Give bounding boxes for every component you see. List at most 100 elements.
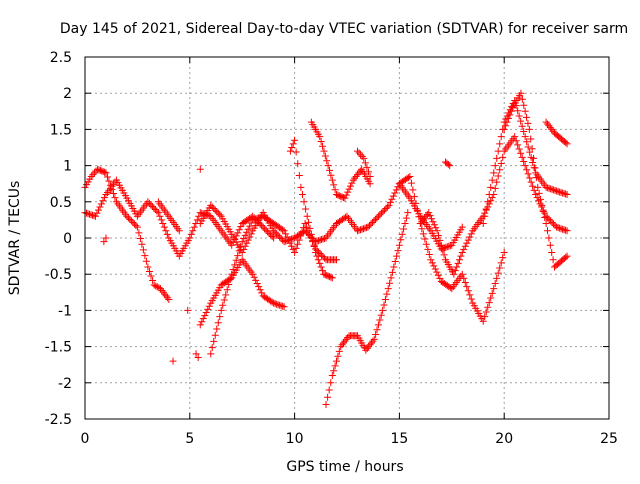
data-point <box>267 231 275 239</box>
data-point <box>550 220 558 228</box>
data-point <box>208 203 216 211</box>
chart-title: Day 145 of 2021, Sidereal Day-to-day VTE… <box>60 21 628 37</box>
data-point <box>229 266 237 274</box>
data-point <box>359 225 367 233</box>
data-point <box>557 225 565 233</box>
y-axis-label: SDTVAR / TECUs <box>7 181 23 296</box>
data-point <box>138 240 146 248</box>
data-point <box>467 230 475 238</box>
data-point <box>99 197 107 205</box>
data-point <box>333 256 341 264</box>
data-point <box>380 206 388 214</box>
x-axis-label: GPS time / hours <box>286 459 403 475</box>
data-point <box>204 305 212 313</box>
data-point <box>97 200 105 208</box>
data-point <box>523 138 531 146</box>
data-point <box>297 232 305 240</box>
data-point <box>148 202 156 210</box>
data-point <box>532 174 540 182</box>
data-point <box>376 211 384 219</box>
data-point <box>524 119 532 127</box>
data-point <box>222 291 230 299</box>
data-point <box>523 166 531 174</box>
data-point <box>550 186 558 194</box>
data-point <box>327 379 335 387</box>
data-point <box>317 137 325 145</box>
data-point <box>145 267 153 275</box>
data-point <box>159 288 167 296</box>
data-point <box>443 243 451 251</box>
data-point <box>94 206 102 214</box>
data-point <box>331 186 339 194</box>
data-point <box>100 194 108 202</box>
y-tick-label: -2.5 <box>45 412 72 428</box>
data-point <box>366 341 374 349</box>
x-tick-label: 10 <box>286 431 304 447</box>
data-point <box>189 227 197 235</box>
data-point <box>422 240 430 248</box>
data-point <box>518 122 526 130</box>
data-point <box>373 326 381 334</box>
data-point <box>295 236 303 244</box>
data-point <box>202 308 210 316</box>
data-point <box>141 252 149 260</box>
data-point <box>341 194 349 202</box>
data-point <box>240 235 248 243</box>
data-point <box>136 235 144 243</box>
data-point <box>445 242 453 250</box>
data-point <box>158 286 166 294</box>
data-point <box>521 107 529 115</box>
data-point <box>101 168 109 176</box>
data-point <box>357 151 365 159</box>
data-point <box>201 312 209 320</box>
data-point <box>428 215 436 223</box>
data-point <box>364 223 372 231</box>
data-point <box>161 290 169 298</box>
data-point <box>334 352 342 360</box>
data-point <box>283 233 291 241</box>
data-point <box>392 186 400 194</box>
data-point <box>313 252 321 260</box>
data-point <box>491 280 499 288</box>
data-point <box>282 230 290 238</box>
data-point <box>453 263 461 271</box>
data-point <box>306 224 314 232</box>
data-point <box>425 251 433 259</box>
data-point <box>274 231 282 239</box>
data-point <box>560 190 568 198</box>
data-point <box>531 164 539 172</box>
data-point <box>252 276 260 284</box>
data-point <box>90 169 98 177</box>
data-point <box>328 274 336 282</box>
data-point <box>377 209 385 217</box>
data-point <box>500 125 508 133</box>
data-point <box>487 294 495 302</box>
data-point <box>402 214 410 222</box>
data-point <box>162 227 170 235</box>
data-point <box>271 228 279 236</box>
data-point <box>256 220 264 228</box>
data-point <box>163 230 171 238</box>
data-point <box>374 212 382 220</box>
data-point <box>554 224 562 232</box>
data-point <box>96 203 104 211</box>
data-point <box>538 201 546 209</box>
y-tick-label: 1 <box>63 159 72 175</box>
data-point <box>214 209 222 217</box>
data-point <box>388 268 396 276</box>
data-point <box>169 357 177 365</box>
x-tick-label: 5 <box>185 431 194 447</box>
data-point <box>255 283 263 291</box>
data-point <box>466 233 474 241</box>
data-point <box>542 212 550 220</box>
data-point <box>450 270 458 278</box>
data-point <box>490 169 498 177</box>
data-point <box>556 188 564 196</box>
data-point <box>554 187 562 195</box>
data-point <box>548 248 556 256</box>
data-point <box>517 149 525 157</box>
data-point <box>330 367 338 375</box>
data-point <box>163 294 171 302</box>
data-point <box>228 270 236 278</box>
